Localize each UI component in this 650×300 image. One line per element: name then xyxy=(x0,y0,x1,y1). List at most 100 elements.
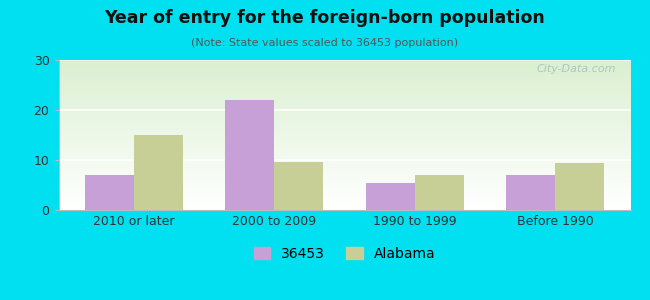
Bar xyxy=(58,140,630,141)
Bar xyxy=(415,175,464,210)
Bar xyxy=(506,175,555,210)
Bar xyxy=(58,72,630,74)
Bar xyxy=(274,161,324,210)
Bar xyxy=(58,153,630,154)
Bar xyxy=(58,116,630,117)
Bar xyxy=(58,94,630,96)
Bar xyxy=(58,85,630,87)
Legend: 36453, Alabama: 36453, Alabama xyxy=(248,241,441,266)
Bar xyxy=(58,98,630,99)
Bar xyxy=(58,182,630,183)
Bar xyxy=(58,192,630,194)
Bar xyxy=(58,102,630,104)
Bar xyxy=(58,141,630,142)
Bar xyxy=(58,103,630,105)
Bar xyxy=(58,112,630,114)
Bar xyxy=(58,92,630,93)
Bar xyxy=(58,158,630,159)
Bar xyxy=(58,159,630,160)
Bar xyxy=(58,168,630,170)
Bar xyxy=(58,150,630,152)
Bar xyxy=(58,105,630,106)
Bar xyxy=(58,126,630,128)
Bar xyxy=(58,190,630,192)
Bar xyxy=(58,60,630,61)
Bar xyxy=(58,189,630,190)
Bar xyxy=(58,81,630,82)
Bar xyxy=(58,208,630,210)
Bar xyxy=(58,90,630,92)
Bar xyxy=(58,74,630,75)
Bar xyxy=(58,61,630,63)
Bar xyxy=(58,172,630,174)
Bar xyxy=(58,128,630,129)
Bar xyxy=(84,175,134,210)
Bar xyxy=(58,84,630,86)
Bar xyxy=(58,180,630,182)
Bar xyxy=(58,186,630,188)
Bar xyxy=(58,108,630,110)
Bar xyxy=(58,178,630,180)
Bar xyxy=(58,204,630,206)
Bar xyxy=(555,163,605,210)
Bar xyxy=(58,69,630,70)
Bar xyxy=(58,198,630,200)
Bar xyxy=(58,110,630,111)
Bar xyxy=(58,64,630,66)
Bar xyxy=(365,182,415,210)
Bar xyxy=(58,134,630,135)
Bar xyxy=(58,80,630,81)
Bar xyxy=(58,111,630,112)
Text: Year of entry for the foreign-born population: Year of entry for the foreign-born popul… xyxy=(105,9,545,27)
Bar xyxy=(58,195,630,196)
Bar xyxy=(58,201,630,202)
Bar xyxy=(58,106,630,108)
Bar xyxy=(58,177,630,178)
Bar xyxy=(58,93,630,94)
Bar xyxy=(58,171,630,172)
Bar xyxy=(58,152,630,153)
Bar xyxy=(58,183,630,184)
Bar xyxy=(58,144,630,146)
Bar xyxy=(58,147,630,148)
Bar xyxy=(58,122,630,123)
Bar xyxy=(58,154,630,156)
Bar xyxy=(58,207,630,208)
Bar xyxy=(58,136,630,138)
Bar xyxy=(58,142,630,144)
Bar xyxy=(58,176,630,177)
Bar xyxy=(58,130,630,132)
Bar xyxy=(58,196,630,198)
Bar xyxy=(58,129,630,130)
Bar xyxy=(58,174,630,176)
Bar xyxy=(58,148,630,150)
Bar xyxy=(58,75,630,76)
Bar xyxy=(225,100,274,210)
Bar xyxy=(58,132,630,134)
Bar xyxy=(58,194,630,195)
Bar xyxy=(58,78,630,80)
Bar xyxy=(58,99,630,100)
Bar xyxy=(58,138,630,140)
Bar xyxy=(58,202,630,204)
Text: (Note: State values scaled to 36453 population): (Note: State values scaled to 36453 popu… xyxy=(192,38,458,47)
Bar xyxy=(58,70,630,72)
Bar xyxy=(58,63,630,64)
Bar xyxy=(58,167,630,168)
Bar xyxy=(58,100,630,102)
Bar xyxy=(58,118,630,120)
Bar xyxy=(58,162,630,164)
Bar xyxy=(58,88,630,90)
Bar xyxy=(58,165,630,166)
Bar xyxy=(58,123,630,124)
Bar xyxy=(58,124,630,126)
Bar xyxy=(58,169,630,171)
Bar xyxy=(58,82,630,84)
Bar xyxy=(58,206,630,207)
Bar xyxy=(58,146,630,147)
Bar xyxy=(58,156,630,158)
Bar xyxy=(58,66,630,68)
Bar xyxy=(58,76,630,78)
Bar xyxy=(58,87,630,88)
Bar xyxy=(58,200,630,201)
